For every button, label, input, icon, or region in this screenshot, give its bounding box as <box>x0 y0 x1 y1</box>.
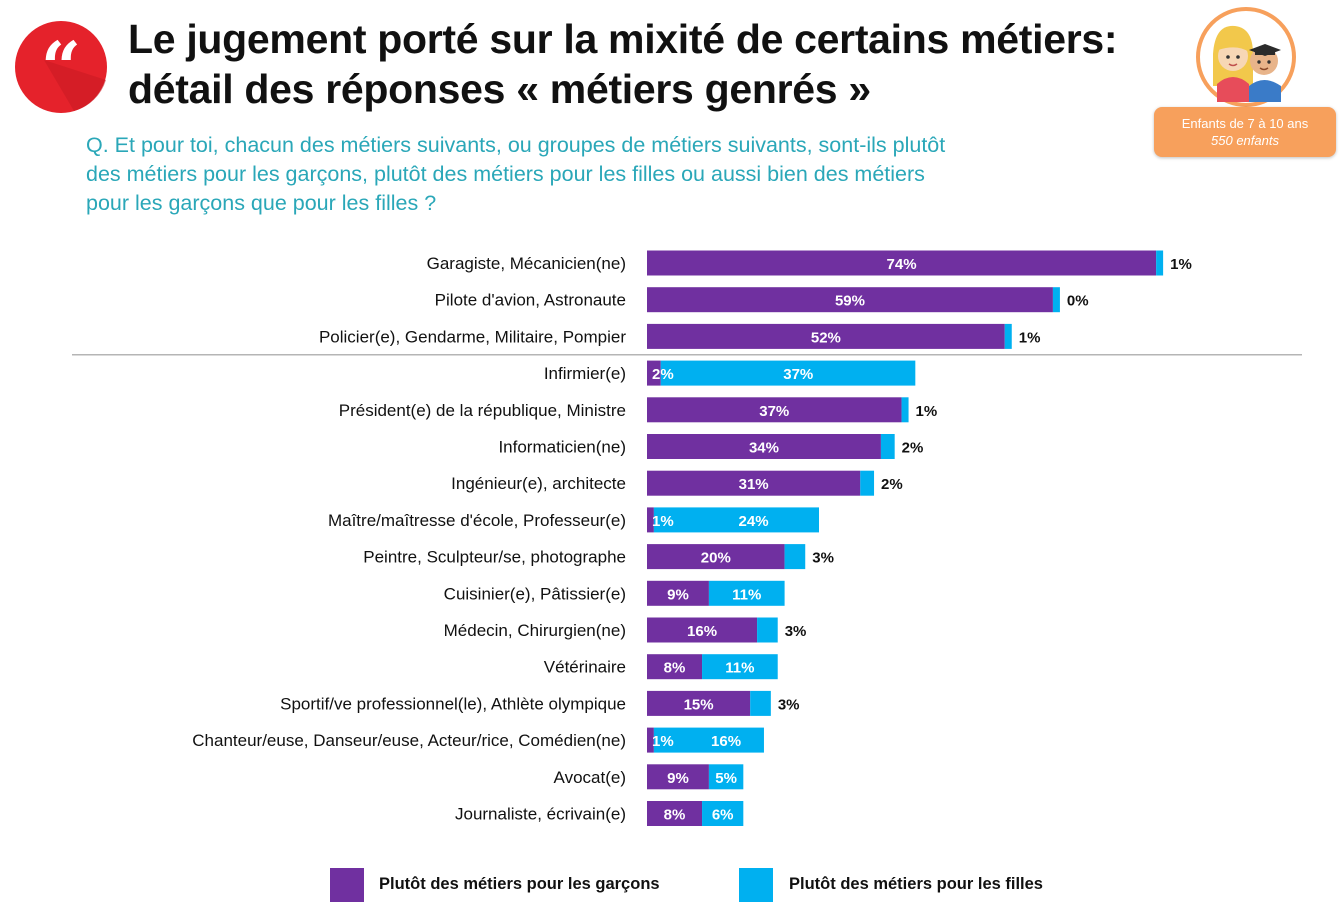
bar-girls <box>653 727 764 753</box>
bar-label-girls: 3% <box>812 550 834 567</box>
bar-label-boys: 1% <box>652 733 674 750</box>
bar-girls <box>702 801 744 826</box>
bar-boys <box>647 434 881 459</box>
bar-girls <box>653 507 819 533</box>
category-label: Cuisinier(e), Pâtissier(e) <box>444 584 626 603</box>
quote-mark-icon: “ <box>15 21 107 113</box>
bar-label-girls: 11% <box>732 586 761 603</box>
legend-swatch-boys <box>330 868 364 902</box>
sample-badge: Enfants de 7 à 10 ans 550 enfants <box>1154 107 1336 157</box>
bar-label-girls: 1% <box>1170 256 1192 273</box>
bar-boys <box>647 287 1053 313</box>
category-label: Ingénieur(e), architecte <box>451 474 626 493</box>
bar-girls <box>708 580 785 606</box>
question-line-2: des métiers pour les garçons, plutôt des… <box>86 162 925 186</box>
category-label: Chanteur/euse, Danseur/euse, Acteur/rice… <box>192 731 626 750</box>
bar-boys <box>647 507 654 533</box>
bar-label-girls: 1% <box>916 403 938 420</box>
bar-boys <box>647 690 751 716</box>
bar-label-girls: 6% <box>712 807 734 824</box>
bar-label-boys: 1% <box>652 513 674 530</box>
bar-label-boys: 16% <box>687 623 717 640</box>
bar-girls <box>1004 323 1012 349</box>
bar-label-boys: 20% <box>701 550 731 567</box>
category-label: Président(e) de la république, Ministre <box>339 401 626 420</box>
bar-boys <box>647 617 758 643</box>
category-label: Avocat(e) <box>554 768 626 787</box>
bar-girls <box>1052 287 1060 313</box>
bar-label-boys: 31% <box>739 476 769 493</box>
legend-swatch-girls <box>739 868 773 902</box>
bar-label-boys: 9% <box>667 586 689 603</box>
bar-girls <box>784 544 806 570</box>
bar-girls <box>702 654 778 680</box>
bar-boys <box>647 323 1005 349</box>
category-label: Informaticien(ne) <box>498 438 626 457</box>
bar-label-boys: 2% <box>652 366 674 383</box>
category-label: Sportif/ve professionnel(le), Athlète ol… <box>280 694 626 713</box>
category-label: Infirmier(e) <box>544 364 626 383</box>
category-label: Pilote d'avion, Astronaute <box>435 291 626 310</box>
bar-girls <box>757 617 778 643</box>
category-label: Policier(e), Gendarme, Militaire, Pompie… <box>319 327 626 346</box>
category-label: Vétérinaire <box>544 658 626 677</box>
category-label: Peintre, Sculpteur/se, photographe <box>363 548 626 567</box>
category-label: Journaliste, écrivain(e) <box>455 805 626 824</box>
bar-boys <box>647 397 902 423</box>
bar-boys <box>647 250 1157 276</box>
bar-boys <box>647 544 785 570</box>
sample-line-1: Enfants de 7 à 10 ans <box>1181 116 1309 131</box>
bar-label-girls: 5% <box>715 770 737 787</box>
bar-label-boys: 9% <box>667 770 689 787</box>
bar-girls <box>880 434 895 459</box>
bar-label-boys: 15% <box>684 696 714 713</box>
bar-label-girls: 3% <box>785 623 807 640</box>
sample-line-2: 550 enfants <box>1211 133 1279 148</box>
bar-label-girls: 1% <box>1019 329 1041 346</box>
bar-label-boys: 59% <box>835 293 865 310</box>
svg-text:“: “ <box>41 26 81 109</box>
bar-label-girls: 24% <box>739 513 769 530</box>
question-text: Q. Et pour toi, chacun des métiers suiva… <box>86 131 1146 218</box>
bar-label-girls: 2% <box>902 440 924 457</box>
bar-girls <box>1156 250 1164 276</box>
bar-girls <box>860 470 875 496</box>
bar-label-girls: 16% <box>711 733 741 750</box>
bar-label-boys: 37% <box>759 403 789 420</box>
bar-girls <box>660 360 916 386</box>
bar-boys <box>647 727 654 753</box>
title-line-2: détail des réponses « métiers genrés » <box>128 66 871 112</box>
bar-label-girls: 3% <box>778 696 800 713</box>
bar-label-boys: 8% <box>664 807 686 824</box>
bar-boys <box>647 470 861 496</box>
question-line-3: pour les garçons que pour les filles ? <box>86 191 437 215</box>
bar-boys <box>647 654 703 680</box>
legend-label-boys: Plutôt des métiers pour les garçons <box>379 875 660 893</box>
legend: Plutôt des métiers pour les garçons Plut… <box>0 868 1342 904</box>
bar-label-boys: 34% <box>749 440 779 457</box>
bar-label-girls: 37% <box>783 366 813 383</box>
bar-girls <box>750 690 771 716</box>
bar-label-boys: 52% <box>811 329 841 346</box>
category-label: Maître/maîtresse d'école, Professeur(e) <box>328 511 626 530</box>
bar-label-girls: 11% <box>725 660 754 677</box>
question-line-1: Q. Et pour toi, chacun des métiers suiva… <box>86 133 946 157</box>
title-line-1: Le jugement porté sur la mixité de certa… <box>128 16 1118 62</box>
category-label: Garagiste, Mécanicien(ne) <box>427 254 626 273</box>
bar-label-boys: 8% <box>664 660 686 677</box>
bar-label-girls: 2% <box>881 476 903 493</box>
bar-label-girls: 0% <box>1067 293 1089 310</box>
bar-girls <box>708 764 744 790</box>
bar-boys <box>647 764 709 790</box>
bar-boys <box>647 801 703 826</box>
bar-label-boys: 74% <box>887 256 917 273</box>
children-avatar-icon <box>1196 7 1296 107</box>
bar-girls <box>901 397 909 423</box>
bar-boys <box>647 580 709 606</box>
category-label: Médecin, Chirurgien(ne) <box>444 621 626 640</box>
bar-boys <box>647 360 661 386</box>
legend-label-girls: Plutôt des métiers pour les filles <box>789 875 1043 893</box>
page-title: Le jugement porté sur la mixité de certa… <box>128 14 1188 114</box>
